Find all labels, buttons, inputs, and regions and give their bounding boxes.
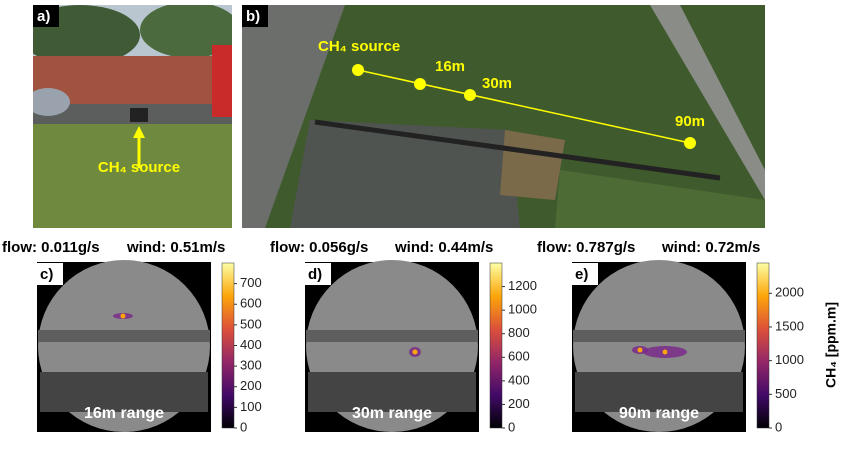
colorbar-tick-label: 400 [240, 337, 262, 352]
range-label: 30m range [352, 405, 432, 422]
colorbar-tick-label: 200 [508, 396, 530, 411]
colorbar [221, 262, 235, 429]
colorbar-tick-label: 100 [240, 399, 262, 414]
colorbar-tick-label: 1500 [775, 318, 804, 333]
colorbar-tick-label: 800 [508, 325, 530, 340]
range-label: 16m range [84, 405, 164, 422]
colorbar-tick-label: 1000 [775, 352, 804, 367]
colorbar-tick-label: 700 [240, 275, 262, 290]
colorbar-tick-label: 0 [775, 419, 782, 434]
distance: 90m [675, 113, 705, 130]
annotation: CH₄ source [98, 159, 180, 176]
plume-core [120, 313, 126, 319]
horizon [38, 330, 210, 342]
panel-label: c) [40, 266, 53, 283]
plume-core [662, 349, 668, 355]
panel-label: b) [246, 8, 260, 25]
map-b [242, 5, 765, 228]
panel-label: a) [37, 8, 50, 25]
distance: 30m [482, 75, 512, 92]
wind-label: wind: 0.51m/s [126, 239, 225, 256]
ground [308, 372, 476, 412]
ground [575, 372, 743, 412]
flow-label: flow: 0.787g/s [537, 239, 635, 256]
colorbar-tick-label: 1200 [508, 278, 537, 293]
ground [40, 372, 208, 412]
annotation: CH₄ source [318, 38, 400, 55]
flow-label: flow: 0.011g/s [2, 239, 100, 256]
colorbar-tick-label: 500 [240, 316, 262, 331]
label-box [305, 263, 331, 285]
colorbar-tick-label: 600 [240, 296, 262, 311]
panel-label: d) [308, 266, 322, 283]
colorbar-tick-label: 400 [508, 372, 530, 387]
colorbar-tick-label: 500 [775, 386, 797, 401]
label-box [572, 263, 598, 285]
colorbar-tick-label: 200 [240, 378, 262, 393]
distance: 16m [435, 58, 465, 75]
wind-label: wind: 0.72m/s [661, 239, 760, 256]
panel-label: e) [575, 266, 588, 283]
horizon [306, 330, 478, 342]
flow-label: flow: 0.056g/s [270, 239, 368, 256]
photo-a [33, 5, 232, 228]
colorbar-tick-label: 600 [508, 349, 530, 364]
plume-core [412, 349, 418, 355]
range-label: 90m range [619, 405, 699, 422]
colorbar-tick-label: 1000 [508, 302, 537, 317]
label-box [33, 5, 59, 27]
colorbar-tick-label: 2000 [775, 285, 804, 300]
colorbar-tick-label: 300 [240, 358, 262, 373]
label-box [242, 5, 268, 27]
colorbar-tick-label: 0 [508, 419, 515, 434]
plume-core [637, 347, 643, 353]
colorbar [756, 262, 770, 429]
label-box [37, 263, 63, 285]
horizon [573, 330, 745, 342]
wind-label: wind: 0.44m/s [394, 239, 493, 256]
colorbar-tick-label: 0 [240, 419, 247, 434]
colorbar-label: CH₄ [ppm.m] [823, 302, 839, 388]
colorbar [489, 262, 503, 429]
